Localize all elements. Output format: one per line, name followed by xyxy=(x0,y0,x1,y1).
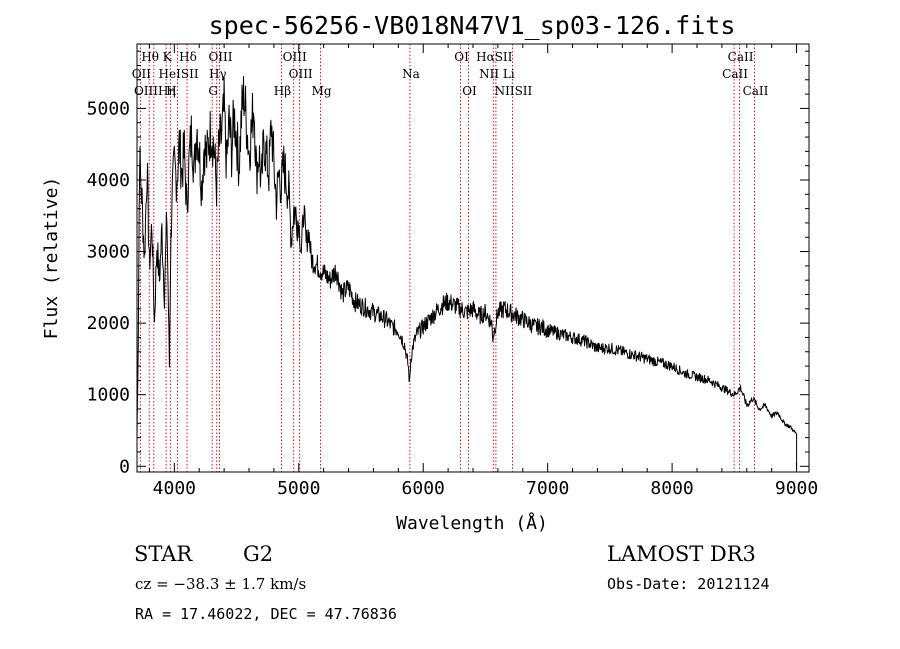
spectral-line-label: CaII xyxy=(728,50,754,64)
spectral-line-label: OIII xyxy=(208,50,232,64)
y-axis-label: Flux (relative) xyxy=(41,177,62,340)
object-class: STAR xyxy=(134,542,193,566)
spectral-line-label: Hγ xyxy=(209,67,227,81)
spectral-line-label: OIIIHη xyxy=(134,84,176,98)
y-tick-label: 2000 xyxy=(87,313,130,334)
spectral-line-label: Hδ xyxy=(179,50,197,64)
object-subclass: G2 xyxy=(243,542,273,566)
spectral-line-label: H xyxy=(166,84,176,98)
spectral-line-label: Na xyxy=(402,67,420,81)
flux-curve xyxy=(136,76,798,467)
y-tick-label: 4000 xyxy=(87,170,130,191)
y-tick-label: 0 xyxy=(119,456,130,477)
axes-frame xyxy=(136,43,810,473)
x-tick-label: 9000 xyxy=(775,478,818,499)
x-tick-label: 5000 xyxy=(277,478,320,499)
survey-name: LAMOST DR3 xyxy=(607,542,756,566)
coordinates: RA = 17.46022, DEC = 47.76836 xyxy=(135,605,397,623)
spectral-line-label: Hθ xyxy=(141,50,159,64)
y-tick-label: 1000 xyxy=(87,385,130,406)
spectral-line-label: HαSII xyxy=(476,50,513,64)
spectral-line-label: OI xyxy=(462,84,477,98)
x-tick-label: 8000 xyxy=(650,478,693,499)
spectral-line-label: OIII xyxy=(283,50,307,64)
y-tick-label: 5000 xyxy=(87,98,130,119)
x-tick-label: 7000 xyxy=(526,478,569,499)
spectral-line-label: CaII xyxy=(743,84,769,98)
spectral-line-label: Hβ xyxy=(274,84,291,98)
y-tick-label: 3000 xyxy=(87,242,130,263)
chart-title: spec-56256-VB018N47V1_sp03-126.fits xyxy=(209,11,736,40)
x-tick-label: 6000 xyxy=(402,478,445,499)
x-axis-label: Wavelength (Å) xyxy=(396,512,548,534)
spectral-line-label: NII Li xyxy=(479,67,515,81)
spectral-line-label: G xyxy=(208,84,218,98)
spectral-line-label: OIII xyxy=(289,67,313,81)
spectral-line-label: OII xyxy=(132,67,152,81)
spectral-line-label: Mg xyxy=(312,84,332,98)
spectral-line-label: CaII xyxy=(722,67,748,81)
observation-date: Obs-Date: 20121124 xyxy=(607,575,770,593)
plot-area: 4000 5000 6000 7000 8000 9000 0 1000 2000 3000 400… xyxy=(87,43,818,499)
spectral-line-label: NIISII xyxy=(495,84,533,98)
spectral-line-label: OI xyxy=(454,50,469,64)
spectral-line-label: HeISII xyxy=(159,67,199,81)
spectral-line-label: K xyxy=(163,50,173,64)
redshift-cz: cz = −38.3 ± 1.7 km/s xyxy=(135,575,306,593)
x-tick-label: 4000 xyxy=(153,478,196,499)
